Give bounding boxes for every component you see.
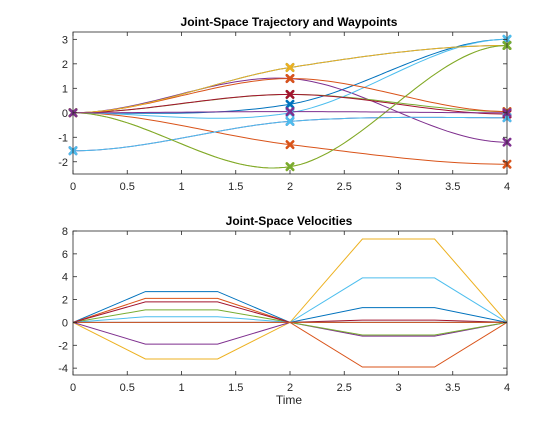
y-tick-label: 6: [62, 249, 68, 261]
series-line-0: [73, 291, 507, 323]
x-tick-label: 4: [504, 382, 510, 394]
x-tick-label: 0.5: [120, 382, 135, 394]
x-tick-label: 3.5: [445, 181, 460, 193]
x-ticks: 0 0.5 1 1.5 2 2.5 3 3.5 4: [70, 32, 510, 193]
y-tick-label: -2: [58, 340, 68, 352]
x-tick-label: 1: [178, 382, 184, 394]
x-tick-label: 2: [287, 181, 293, 193]
waypoint-marker: [285, 99, 295, 109]
trajectory-axes: Joint-Space Trajectory and Waypoints 0 0.…: [58, 15, 512, 193]
x-tick-label: 3: [395, 181, 401, 193]
x-tick-label: 0.5: [120, 181, 135, 193]
x-tick-label: 1: [178, 181, 184, 193]
y-tick-label: 2: [62, 59, 68, 71]
velocity-axes: Joint-Space Velocities 0 0.5 1 1.5 2 2.5 3 3.5 4…: [58, 214, 510, 407]
plot-area: [68, 34, 512, 172]
x-tick-label: 2.5: [337, 382, 352, 394]
series-line-2: [73, 45, 507, 169]
x-tick-label: 3.5: [445, 382, 460, 394]
x-tick-label: 1.5: [228, 382, 243, 394]
waypoint-marker: [285, 89, 295, 99]
y-tick-label: 0: [62, 317, 68, 329]
waypoint-marker: [285, 140, 295, 150]
y-ticks: -4 -2 0 2 4 6 8: [58, 226, 507, 375]
y-tick-label: 0: [62, 108, 68, 120]
x-tick-label: 2.5: [337, 181, 352, 193]
chart-title: Joint-Space Trajectory and Waypoints: [181, 15, 398, 29]
y-ticks: -2 -1 0 1 2 3: [58, 34, 507, 169]
axes-box: [72, 230, 508, 376]
series-line-6: [73, 301, 507, 323]
y-tick-label: -2: [58, 157, 68, 169]
series-line-0: [73, 38, 507, 114]
plot-area: [73, 238, 507, 368]
x-tick-label: 0: [70, 181, 76, 193]
x-tick-label: 3: [395, 382, 401, 394]
y-tick-label: 3: [62, 34, 68, 46]
x-tick-label: 0: [70, 382, 76, 394]
y-tick-label: -1: [58, 132, 68, 144]
chart-title: Joint-Space Velocities: [226, 214, 353, 228]
waypoint-marker: [285, 74, 295, 84]
y-tick-label: 4: [62, 272, 68, 284]
waypoint-marker: [285, 116, 295, 126]
x-tick-label: 2: [287, 382, 293, 394]
x-ticks: 0 0.5 1 1.5 2 2.5 3 3.5 4: [70, 231, 510, 394]
waypoint-marker: [285, 63, 295, 72]
x-tick-label: 1.5: [228, 181, 243, 193]
series-line-2: [73, 238, 507, 360]
x-axis-label: Time: [276, 393, 303, 407]
waypoint-marker: [285, 162, 295, 172]
waypoint-marker: [285, 107, 295, 117]
y-tick-label: 8: [62, 226, 68, 238]
x-tick-label: 4: [504, 181, 510, 193]
y-tick-label: -4: [58, 363, 68, 375]
series-line-12: [73, 45, 507, 169]
y-tick-label: 2: [62, 295, 68, 307]
series-line-5: [73, 277, 507, 323]
y-tick-label: 1: [62, 83, 68, 95]
